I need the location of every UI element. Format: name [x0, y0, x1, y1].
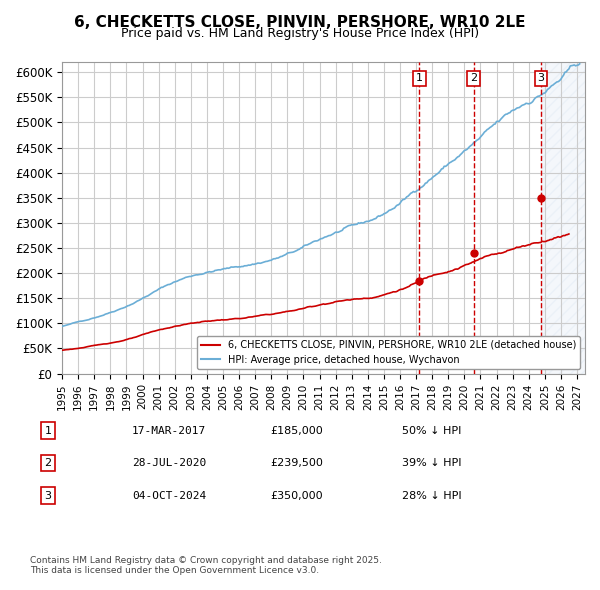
- Text: 28% ↓ HPI: 28% ↓ HPI: [402, 491, 461, 500]
- Text: 04-OCT-2024: 04-OCT-2024: [132, 491, 206, 500]
- Text: Contains HM Land Registry data © Crown copyright and database right 2025.
This d: Contains HM Land Registry data © Crown c…: [30, 556, 382, 575]
- Text: 28-JUL-2020: 28-JUL-2020: [132, 458, 206, 468]
- Text: 1: 1: [44, 426, 52, 435]
- Text: 39% ↓ HPI: 39% ↓ HPI: [402, 458, 461, 468]
- Text: £350,000: £350,000: [270, 491, 323, 500]
- Text: £185,000: £185,000: [270, 426, 323, 435]
- Text: 50% ↓ HPI: 50% ↓ HPI: [402, 426, 461, 435]
- Text: 17-MAR-2017: 17-MAR-2017: [132, 426, 206, 435]
- Text: 2: 2: [44, 458, 52, 468]
- Text: 3: 3: [44, 491, 52, 500]
- Text: £239,500: £239,500: [270, 458, 323, 468]
- Text: 2: 2: [470, 73, 477, 83]
- Text: 6, CHECKETTS CLOSE, PINVIN, PERSHORE, WR10 2LE: 6, CHECKETTS CLOSE, PINVIN, PERSHORE, WR…: [74, 15, 526, 30]
- Legend: 6, CHECKETTS CLOSE, PINVIN, PERSHORE, WR10 2LE (detached house), HPI: Average pr: 6, CHECKETTS CLOSE, PINVIN, PERSHORE, WR…: [197, 336, 580, 369]
- Text: 1: 1: [416, 73, 423, 83]
- Bar: [541, 62, 585, 373]
- Text: Price paid vs. HM Land Registry's House Price Index (HPI): Price paid vs. HM Land Registry's House …: [121, 27, 479, 40]
- Text: 3: 3: [538, 73, 544, 83]
